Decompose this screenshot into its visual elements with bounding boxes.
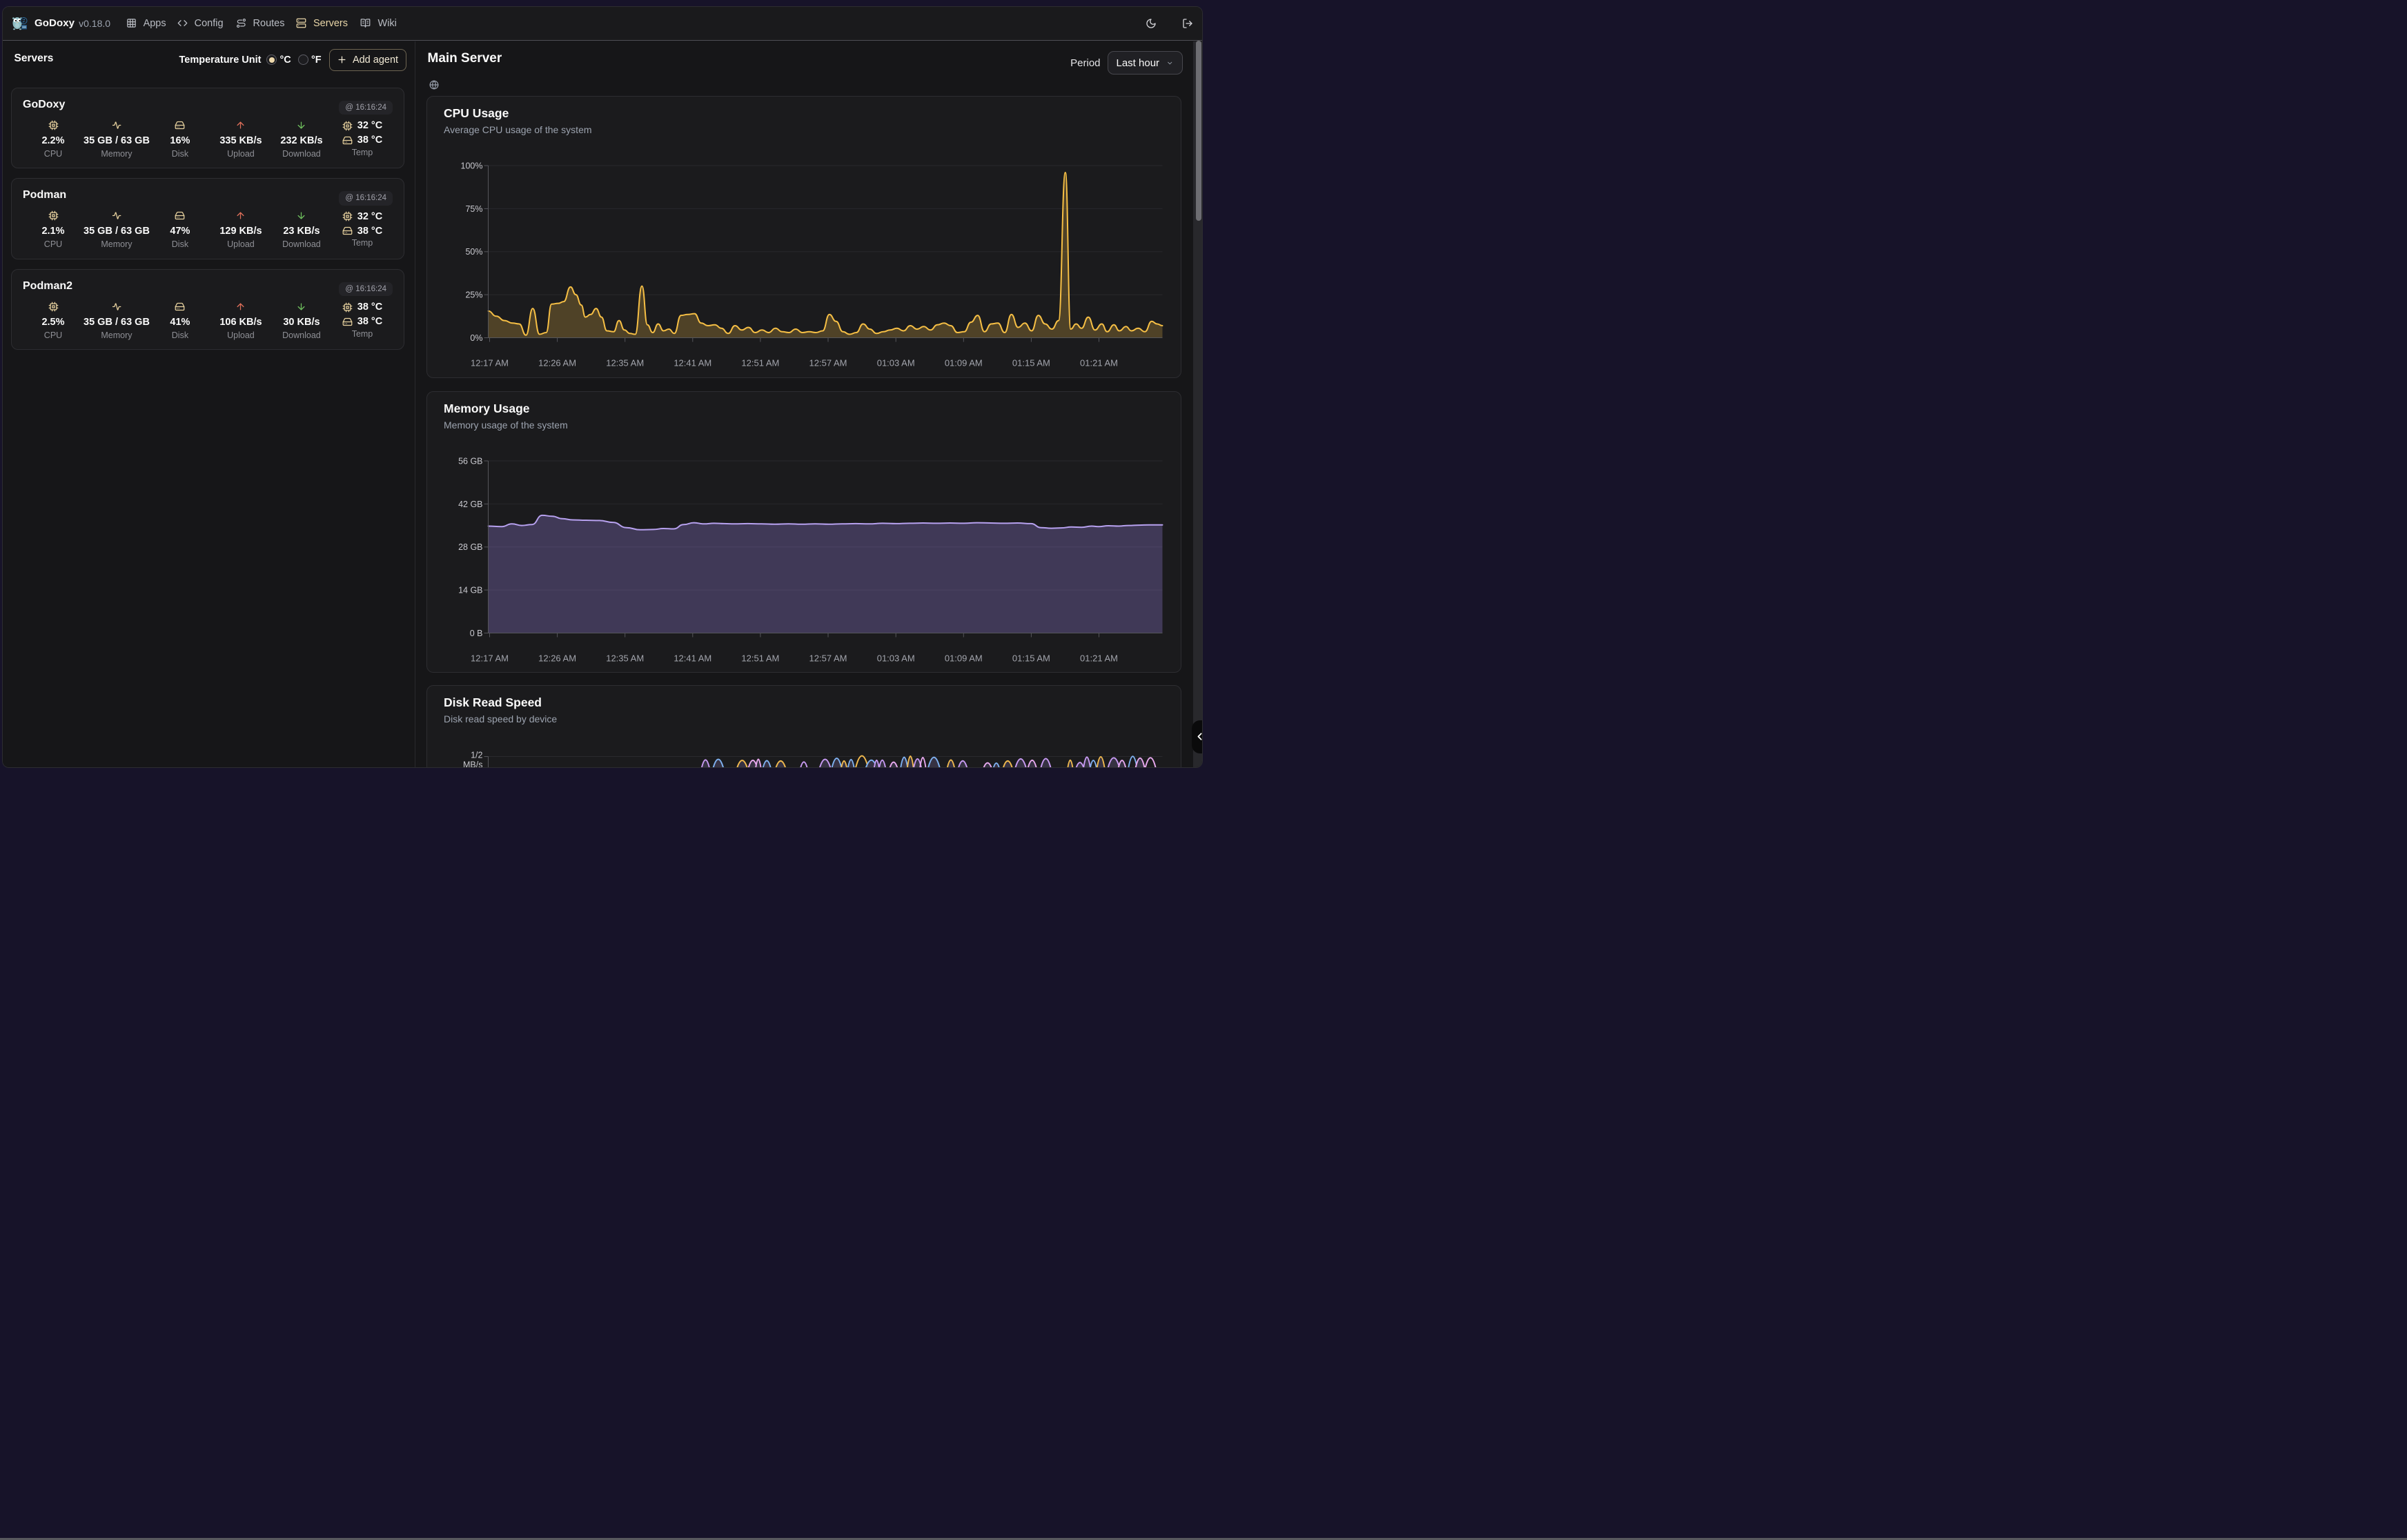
svg-text:01:09 AM: 01:09 AM — [945, 358, 983, 368]
svg-text:12:41 AM: 12:41 AM — [674, 358, 711, 368]
svg-text:MB/s: MB/s — [463, 760, 482, 768]
svg-text:0 B: 0 B — [470, 629, 483, 638]
svg-text:12:51 AM: 12:51 AM — [741, 653, 779, 663]
svg-text:14 GB: 14 GB — [458, 585, 482, 595]
svg-text:12:17 AM: 12:17 AM — [471, 358, 509, 368]
svg-text:12:35 AM: 12:35 AM — [606, 358, 644, 368]
svg-text:01:15 AM: 01:15 AM — [1012, 358, 1050, 368]
svg-text:42 GB: 42 GB — [458, 499, 482, 509]
svg-text:01:03 AM: 01:03 AM — [877, 358, 915, 368]
svg-text:12:26 AM: 12:26 AM — [538, 358, 576, 368]
svg-text:12:35 AM: 12:35 AM — [606, 653, 644, 663]
svg-text:12:57 AM: 12:57 AM — [809, 653, 847, 663]
svg-text:01:21 AM: 01:21 AM — [1080, 653, 1118, 663]
svg-text:12:17 AM: 12:17 AM — [471, 653, 509, 663]
svg-text:28 GB: 28 GB — [458, 542, 482, 552]
svg-text:50%: 50% — [465, 247, 482, 257]
svg-text:01:21 AM: 01:21 AM — [1080, 358, 1118, 368]
svg-text:12:41 AM: 12:41 AM — [674, 653, 711, 663]
svg-text:56 GB: 56 GB — [458, 456, 482, 466]
svg-text:75%: 75% — [465, 204, 482, 214]
svg-text:0%: 0% — [470, 333, 482, 343]
svg-text:01:09 AM: 01:09 AM — [945, 653, 983, 663]
svg-text:12:51 AM: 12:51 AM — [741, 358, 779, 368]
svg-text:01:15 AM: 01:15 AM — [1012, 653, 1050, 663]
svg-text:1/2: 1/2 — [471, 751, 482, 760]
svg-text:12:26 AM: 12:26 AM — [538, 653, 576, 663]
svg-text:01:03 AM: 01:03 AM — [877, 653, 915, 663]
svg-text:12:57 AM: 12:57 AM — [809, 358, 847, 368]
svg-text:25%: 25% — [465, 290, 482, 300]
svg-text:100%: 100% — [461, 161, 483, 171]
